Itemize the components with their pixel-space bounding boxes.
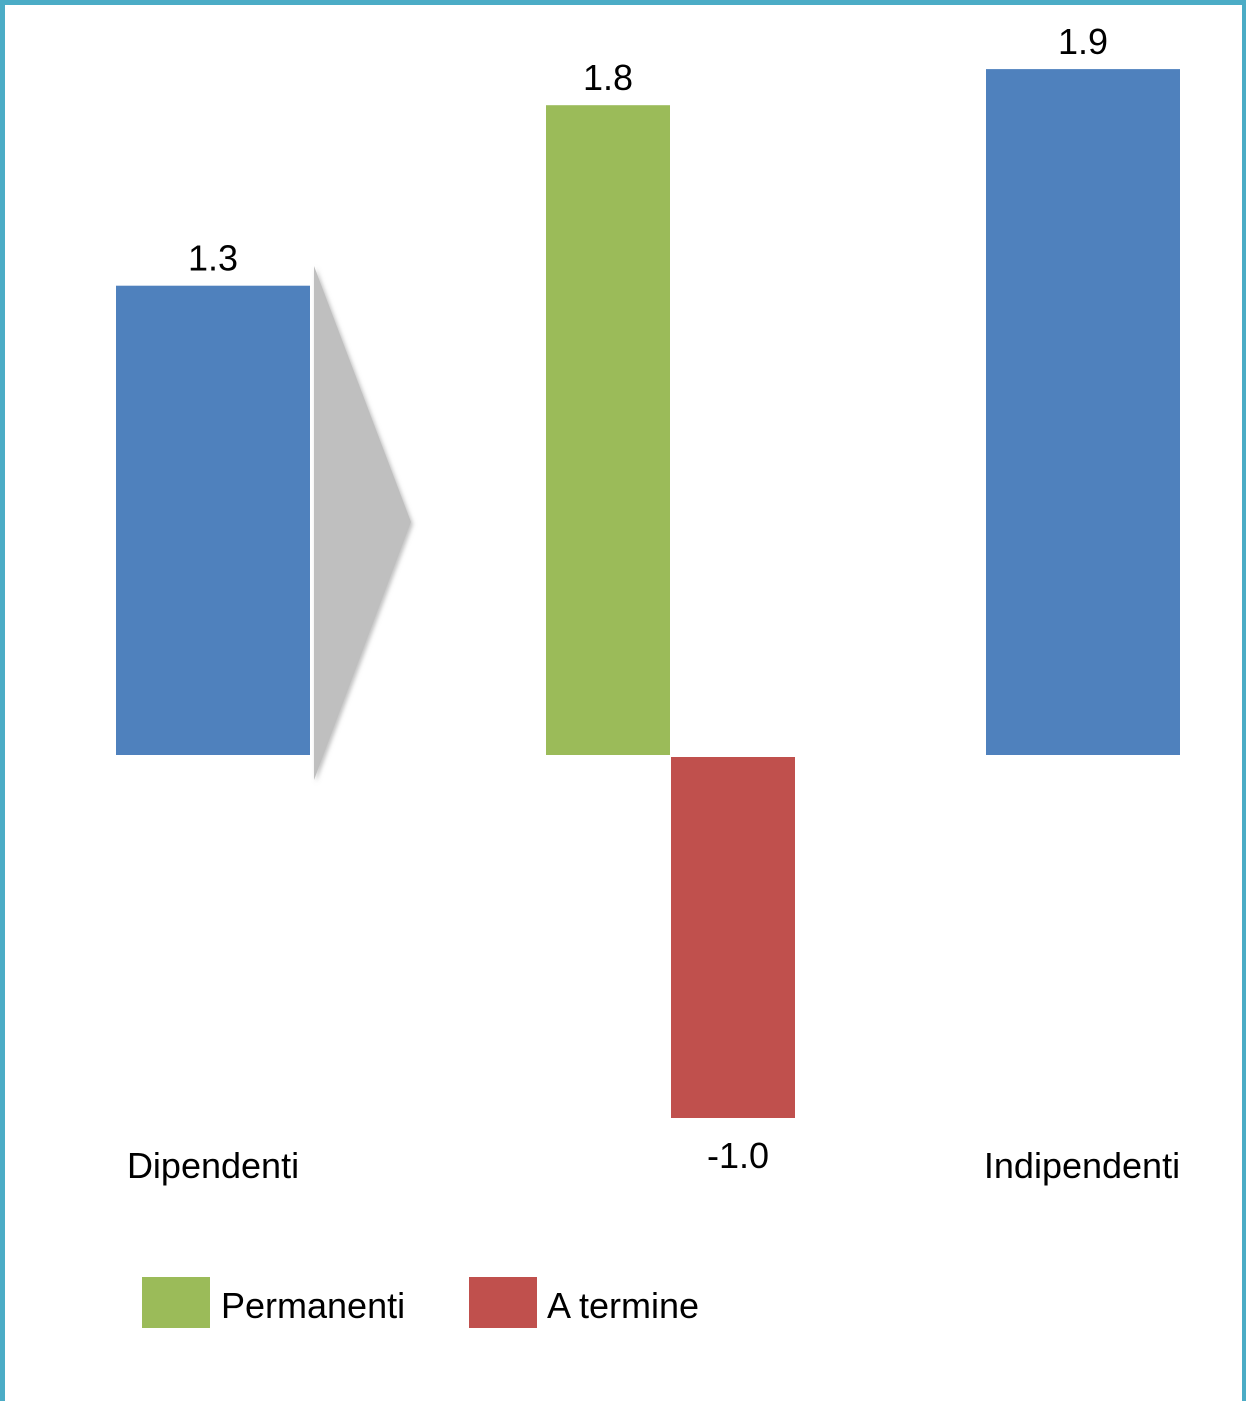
legend-swatch-a-termine: [469, 1277, 537, 1328]
legend-swatch-permanenti: [142, 1277, 210, 1328]
legend: Permanenti A termine: [142, 1277, 699, 1328]
data-label-indipendenti: 1.9: [1058, 21, 1108, 62]
legend-label-a-termine: A termine: [547, 1285, 699, 1326]
bar-a-termine: [671, 757, 795, 1118]
bar-permanenti: [546, 105, 670, 755]
transition-arrow: [314, 266, 411, 780]
category-label-dipendenti: Dipendenti: [127, 1145, 299, 1186]
bar-indipendenti: [986, 69, 1180, 756]
data-label-permanenti: 1.8: [583, 57, 633, 98]
data-label-dipendenti: 1.3: [188, 238, 238, 279]
legend-label-permanenti: Permanenti: [221, 1285, 405, 1326]
bar-dipendenti: [116, 285, 310, 755]
category-label-indipendenti: Indipendenti: [984, 1145, 1180, 1186]
data-label-a-termine: -1.0: [707, 1135, 769, 1176]
